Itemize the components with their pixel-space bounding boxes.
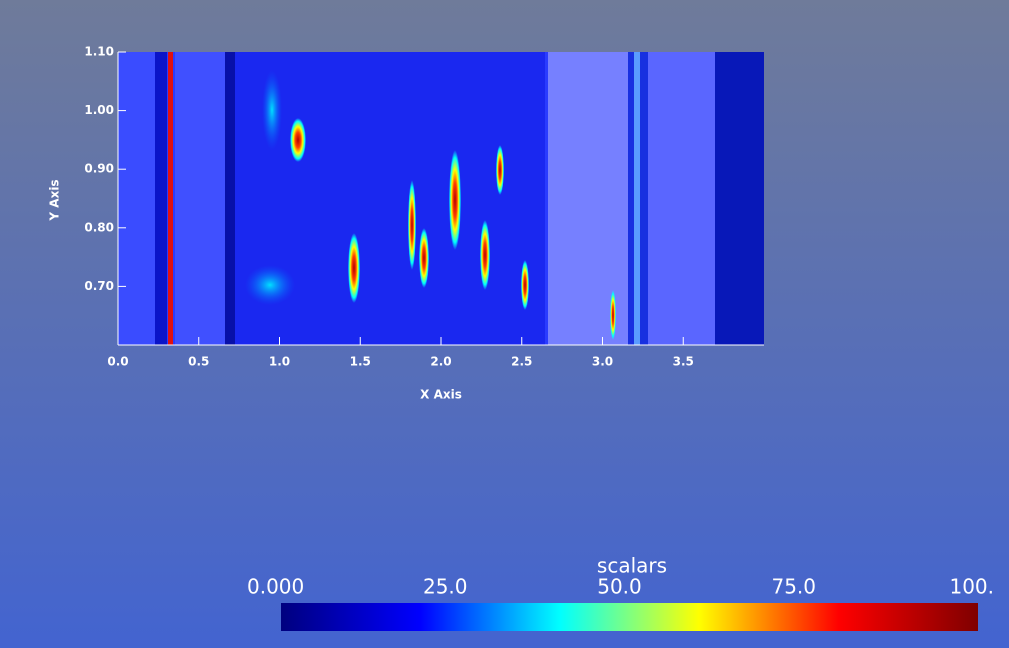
y-tick-label: 0.90	[84, 162, 114, 176]
x-tick-label: 2.0	[430, 355, 451, 369]
y-tick-label: 0.80	[84, 220, 114, 234]
x-tick-label: 0.0	[107, 355, 128, 369]
colorbar-tick-label: 100.	[949, 575, 994, 599]
y-tick-label: 1.00	[84, 103, 114, 117]
x-tick-label: 1.5	[350, 355, 371, 369]
colorbar-tick-label: 25.0	[423, 575, 468, 599]
heatmap-image	[118, 52, 764, 345]
y-axis-title: Y Axis	[48, 179, 62, 221]
colorbar-title: scalars	[597, 554, 667, 578]
colorbar-tick-label: 50.0	[597, 575, 642, 599]
x-axis-title: X Axis	[420, 388, 462, 402]
colorbar-tick-label: 75.0	[771, 575, 816, 599]
y-tick-label: 0.70	[84, 279, 114, 293]
colorbar	[281, 603, 978, 631]
x-tick-label: 1.0	[269, 355, 290, 369]
x-tick-label: 3.0	[592, 355, 613, 369]
x-tick-label: 3.5	[673, 355, 694, 369]
x-tick-label: 2.5	[511, 355, 532, 369]
x-tick-label: 0.5	[188, 355, 209, 369]
y-tick-label: 1.10	[84, 45, 114, 59]
colorbar-tick-label: 0.000	[247, 575, 304, 599]
